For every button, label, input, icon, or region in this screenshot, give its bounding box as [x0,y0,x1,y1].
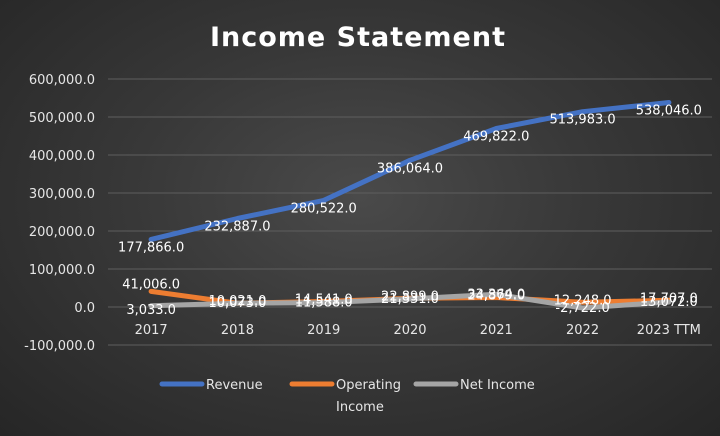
data-label: 10,073.0 [208,296,266,311]
data-label: 3,033.0 [126,303,176,318]
data-label: 386,064.0 [377,161,443,176]
data-label: 538,046.0 [636,104,702,119]
legend-label: Revenue [206,378,263,393]
data-label: 11,588.0 [295,296,353,311]
data-label: 24,879.0 [467,289,525,304]
data-label: 280,522.0 [291,201,357,216]
data-label: 33,364.0 [467,287,525,302]
x-axis-ticks: 2017 2018 2019 2020 2021 2022 2023 TTM [135,323,701,338]
data-label: 13,072.0 [640,295,698,310]
series-line-revenue [148,100,672,242]
data-label: 232,887.0 [204,220,270,235]
legend: Revenue Operating Income Net Income [159,378,535,415]
legend-label: Net Income [460,378,535,393]
data-label: 14,541.0 [295,292,353,307]
data-label: 22,899.0 [381,289,439,304]
y-tick-label: -100,000.0 [24,339,95,354]
y-tick-label: 600,000.0 [29,73,95,88]
x-tick-label: 2018 [221,323,254,338]
x-tick-label: 2022 [566,323,599,338]
legend-label: Income [336,400,384,415]
x-tick-label: 2019 [307,323,340,338]
data-labels: 177,866.0 232,887.0 280,522.0 386,064.0 469,… [118,104,702,318]
chart-title: Income Statement [210,22,506,53]
data-label: 21,331.0 [381,292,439,307]
data-label: 41,006.0 [122,277,180,292]
series-line-net-income [148,291,672,311]
x-tick-label: 2023 TTM [637,323,701,338]
y-tick-label: 0.0 [74,301,95,316]
legend-label: Operating [336,378,401,393]
x-tick-label: 2017 [135,323,168,338]
data-label: 513,983.0 [549,113,615,128]
data-label: 10,021.0 [208,294,266,309]
y-tick-label: 400,000.0 [29,149,95,164]
y-tick-label: 500,000.0 [29,111,95,126]
y-tick-label: 300,000.0 [29,187,95,202]
x-tick-label: 2021 [480,323,513,338]
data-label: 17,707.0 [640,291,698,306]
y-tick-label: 100,000.0 [29,263,95,278]
y-tick-label: 200,000.0 [29,225,95,240]
y-axis-ticks: -100,000.0 0.0 100,000.0 200,000.0 300,000.0… [24,73,95,354]
data-label: -2,722.0 [555,301,609,316]
series-lines [148,100,672,311]
x-tick-label: 2020 [393,323,426,338]
gridlines [108,78,712,346]
data-label: 12,248.0 [554,293,612,308]
data-label: 177,866.0 [118,240,184,255]
data-label: 469,822.0 [463,129,529,144]
